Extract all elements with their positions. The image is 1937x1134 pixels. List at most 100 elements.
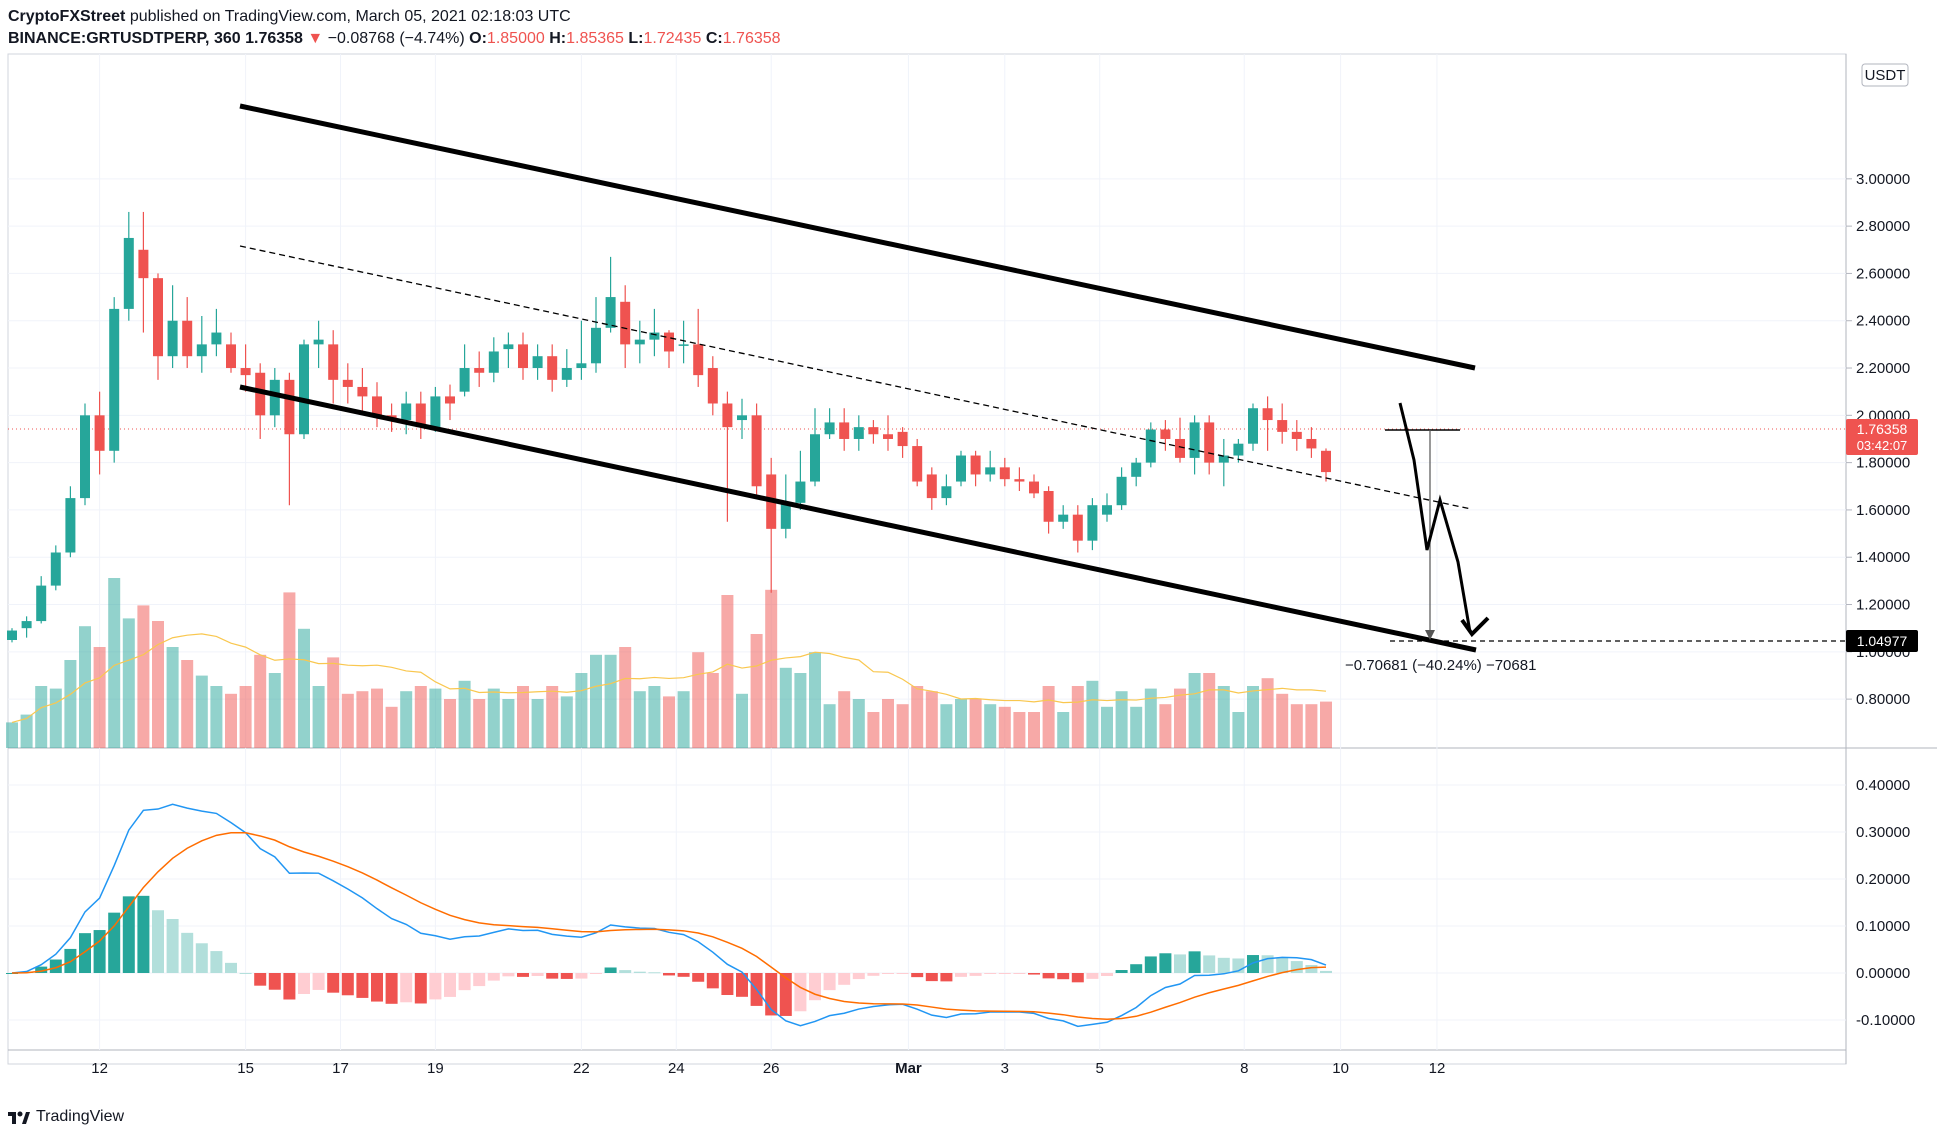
- candle-body[interactable]: [1087, 505, 1098, 541]
- candle-body[interactable]: [1204, 422, 1215, 463]
- time-axis[interactable]: 12 15 17 19 22 24 26 Mar 3 5 8 10 12: [91, 1060, 1445, 1077]
- unit-badge[interactable]: [1861, 63, 1909, 87]
- candle-body[interactable]: [1175, 438, 1185, 458]
- candle-body[interactable]: [999, 467, 1010, 480]
- candle-body[interactable]: [1218, 455, 1229, 463]
- candle-body[interactable]: [240, 368, 251, 376]
- candle-body[interactable]: [313, 339, 324, 345]
- candle-body[interactable]: [576, 363, 587, 369]
- candle-body[interactable]: [722, 403, 733, 428]
- candle-body[interactable]: [1306, 438, 1317, 449]
- candle-body[interactable]: [255, 372, 266, 416]
- candle-body[interactable]: [1233, 443, 1244, 456]
- candle-body[interactable]: [912, 446, 923, 482]
- candle-body[interactable]: [1277, 420, 1288, 432]
- candle-body[interactable]: [503, 344, 514, 350]
- candle-body[interactable]: [751, 415, 762, 487]
- candle-body[interactable]: [620, 301, 631, 345]
- candle-body[interactable]: [1262, 408, 1273, 421]
- drawings[interactable]: [239, 103, 1846, 653]
- candle-body[interactable]: [883, 434, 893, 439]
- candle-body[interactable]: [153, 278, 163, 357]
- candle-body[interactable]: [357, 386, 368, 397]
- candle-body[interactable]: [21, 621, 32, 629]
- candle-body[interactable]: [678, 344, 689, 346]
- candle-body[interactable]: [1116, 476, 1127, 506]
- candle-body[interactable]: [269, 379, 280, 416]
- candle-body[interactable]: [65, 498, 76, 553]
- publisher-name[interactable]: CryptoFXStreet: [8, 8, 126, 25]
- candle-body[interactable]: [1321, 450, 1331, 473]
- candle-body[interactable]: [824, 422, 835, 435]
- candle-body[interactable]: [50, 552, 61, 586]
- footer-brand[interactable]: TradingView: [36, 1108, 125, 1125]
- candle-body[interactable]: [737, 415, 747, 421]
- candle-body[interactable]: [810, 434, 820, 482]
- candle-body[interactable]: [1248, 408, 1258, 444]
- candle-body[interactable]: [445, 396, 455, 404]
- candle-body[interactable]: [401, 403, 412, 421]
- candle-body[interactable]: [1029, 481, 1039, 494]
- candle-body[interactable]: [7, 630, 17, 640]
- symbol-label[interactable]: BINANCE:GRTUSDTPERP, 360: [8, 30, 241, 47]
- channel-upper-line[interactable]: [239, 103, 1476, 371]
- candle-body[interactable]: [94, 415, 105, 451]
- candle-body[interactable]: [941, 486, 952, 499]
- candle-body[interactable]: [1014, 479, 1025, 482]
- candle-body[interactable]: [299, 344, 309, 435]
- candle-body[interactable]: [634, 339, 645, 345]
- candle-body[interactable]: [1291, 431, 1302, 439]
- candle-body[interactable]: [167, 320, 178, 357]
- candle-body[interactable]: [1058, 514, 1069, 522]
- candle-body[interactable]: [474, 368, 485, 373]
- candle-body[interactable]: [839, 422, 850, 439]
- candle-body[interactable]: [780, 502, 791, 529]
- candle-body[interactable]: [707, 368, 718, 404]
- candle-body[interactable]: [853, 427, 864, 439]
- candle-body[interactable]: [970, 455, 981, 475]
- candle-body[interactable]: [328, 344, 339, 380]
- candle-body[interactable]: [547, 356, 558, 380]
- candle-body[interactable]: [415, 403, 426, 428]
- candle-body[interactable]: [109, 308, 120, 451]
- candle-body[interactable]: [459, 368, 470, 392]
- candle-body[interactable]: [693, 344, 704, 376]
- candle-body[interactable]: [1043, 491, 1054, 522]
- candle-body[interactable]: [1131, 462, 1142, 477]
- candle-body[interactable]: [795, 481, 806, 503]
- candle-body[interactable]: [182, 320, 193, 357]
- candle-body[interactable]: [956, 455, 966, 482]
- candle-body[interactable]: [591, 327, 601, 364]
- candle-body[interactable]: [138, 249, 149, 279]
- candle-body[interactable]: [488, 351, 499, 373]
- candle-body[interactable]: [649, 332, 660, 340]
- channel-midline[interactable]: [239, 245, 1472, 510]
- candle-body[interactable]: [284, 379, 295, 435]
- candle-body[interactable]: [226, 344, 236, 369]
- candle-body[interactable]: [605, 297, 616, 328]
- candle-body[interactable]: [1189, 422, 1200, 458]
- candle-body[interactable]: [1072, 514, 1083, 541]
- projected-path[interactable]: [1398, 402, 1472, 633]
- candle-body[interactable]: [123, 237, 134, 309]
- candle-body[interactable]: [1102, 505, 1112, 515]
- candle-body[interactable]: [1145, 429, 1156, 463]
- candle-body[interactable]: [664, 332, 674, 352]
- candle-body[interactable]: [211, 332, 222, 345]
- candle-body[interactable]: [36, 585, 47, 622]
- channel-lower-line[interactable]: [239, 384, 1477, 653]
- candle-body[interactable]: [430, 396, 441, 428]
- candle-body[interactable]: [342, 379, 353, 387]
- candle-body[interactable]: [372, 396, 382, 416]
- candle-body[interactable]: [926, 474, 937, 499]
- candle-body[interactable]: [518, 344, 528, 369]
- candle-body[interactable]: [985, 467, 996, 475]
- candle-body[interactable]: [532, 356, 543, 369]
- candles[interactable]: [7, 211, 1331, 643]
- candle-body[interactable]: [1160, 429, 1171, 439]
- candle-body[interactable]: [80, 415, 90, 499]
- candle-body[interactable]: [561, 368, 572, 380]
- candle-body[interactable]: [868, 427, 879, 435]
- candle-body[interactable]: [897, 431, 908, 447]
